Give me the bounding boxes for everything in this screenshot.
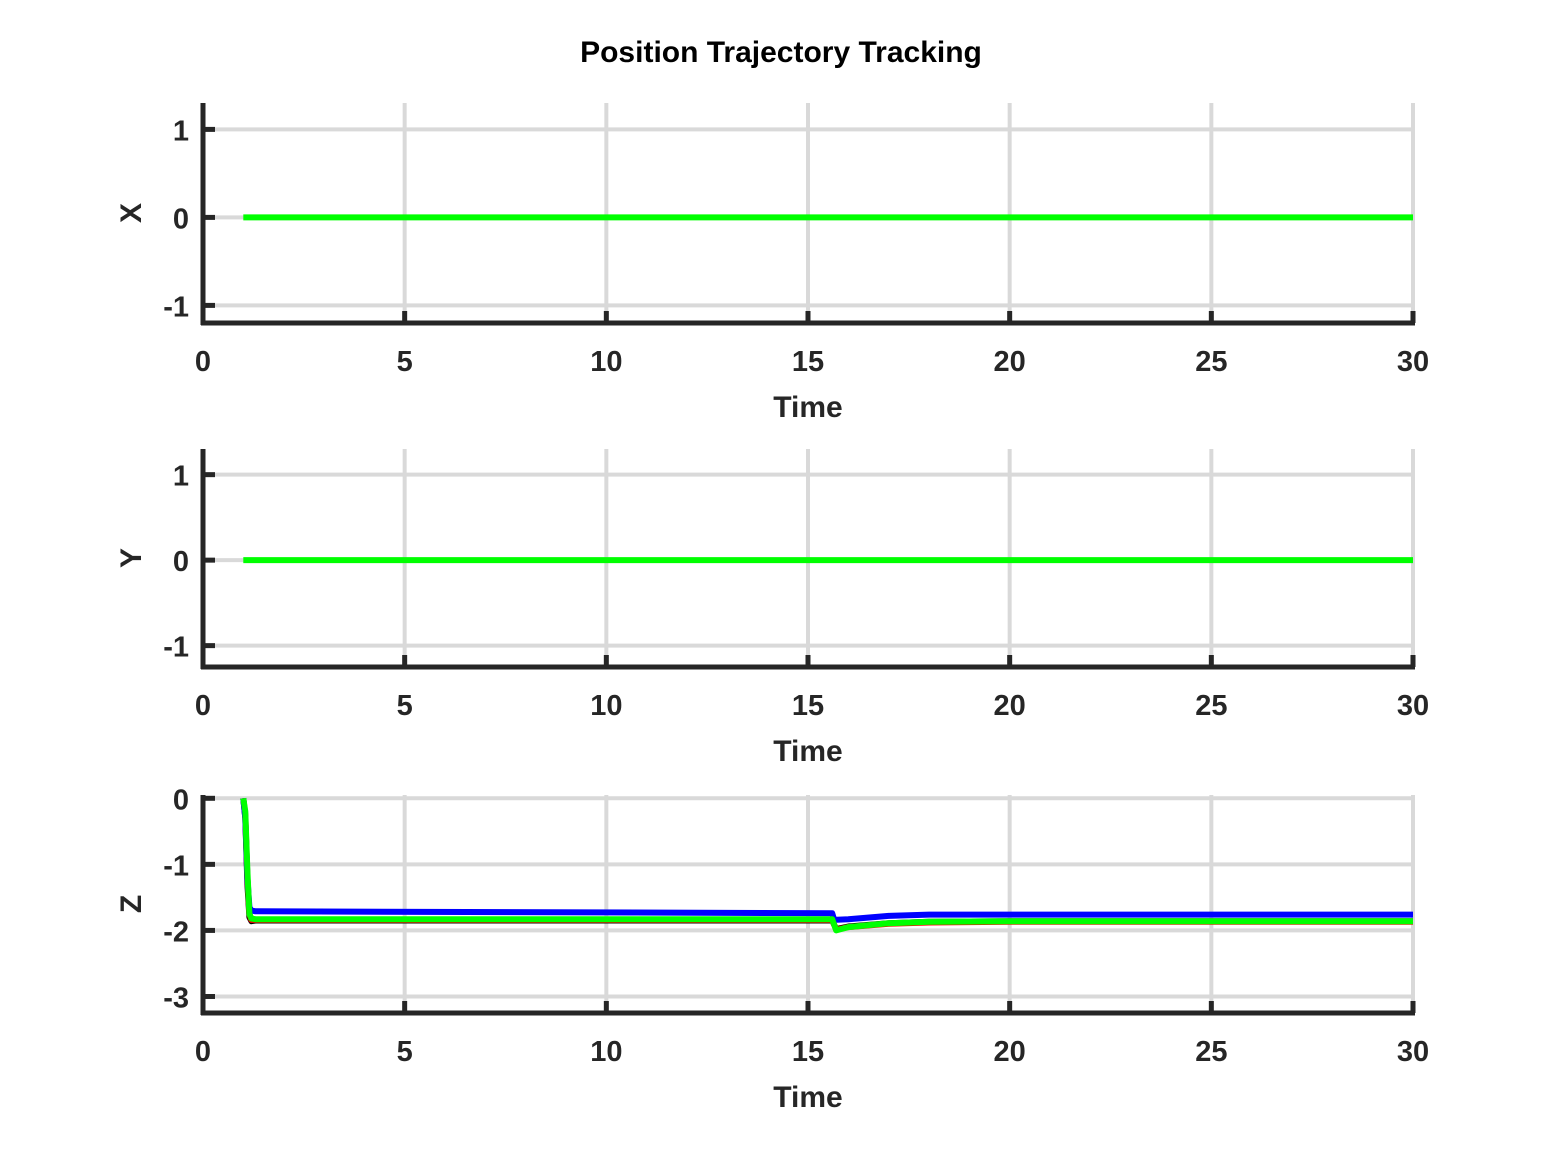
x-tick-label-x-3: 15 [792, 346, 824, 378]
y-tick-label-x-1: 0 [173, 203, 189, 235]
x-tick-label-z-4: 20 [994, 1036, 1026, 1068]
y-axis-label-x: X [115, 203, 148, 223]
x-tick-label-z-0: 0 [195, 1036, 211, 1068]
x-tick-label-x-2: 10 [590, 346, 622, 378]
x-axis-label-z: Time [773, 1081, 842, 1114]
subplot-z: 0 5 10 15 20 25 30 -3 -2 -1 0 Time Z [115, 784, 1429, 1114]
y-tick-label-z-1: -2 [163, 916, 189, 948]
x-tick-label-y-3: 15 [792, 690, 824, 722]
y-tick-label-y-2: 1 [173, 461, 189, 493]
x-tick-label-x-1: 5 [397, 346, 413, 378]
x-tick-label-z-6: 30 [1397, 1036, 1429, 1068]
y-tick-label-x-0: -1 [163, 291, 189, 323]
y-tick-label-y-0: -1 [163, 632, 189, 664]
y-tick-label-y-1: 0 [173, 546, 189, 578]
x-tick-label-x-5: 25 [1195, 346, 1227, 378]
series-line-z-3 [240, 797, 1413, 934]
x-tick-label-z-5: 25 [1195, 1036, 1227, 1068]
x-tick-label-y-2: 10 [590, 690, 622, 722]
y-tick-label-z-3: 0 [173, 784, 189, 816]
x-axis-label-x: Time [773, 391, 842, 424]
x-tick-label-y-0: 0 [195, 690, 211, 722]
y-tick-label-x-2: 1 [173, 115, 189, 147]
x-tick-label-z-3: 15 [792, 1036, 824, 1068]
x-axis-label-y: Time [773, 735, 842, 768]
y-tick-label-z-2: -1 [163, 850, 189, 882]
x-tick-label-x-6: 30 [1397, 346, 1429, 378]
x-tick-label-y-6: 30 [1397, 690, 1429, 722]
chart-title: Position Trajectory Tracking [580, 36, 982, 69]
x-tick-label-x-4: 20 [994, 346, 1026, 378]
x-tick-label-z-1: 5 [397, 1036, 413, 1068]
x-tick-label-z-2: 10 [590, 1036, 622, 1068]
x-tick-label-y-5: 25 [1195, 690, 1227, 722]
y-axis-label-y: Y [115, 548, 148, 568]
y-axis-label-z: Z [115, 895, 148, 913]
x-tick-label-x-0: 0 [195, 346, 211, 378]
x-tick-label-y-4: 20 [994, 690, 1026, 722]
x-tick-label-y-1: 5 [397, 690, 413, 722]
y-tick-label-z-0: -3 [163, 982, 189, 1014]
